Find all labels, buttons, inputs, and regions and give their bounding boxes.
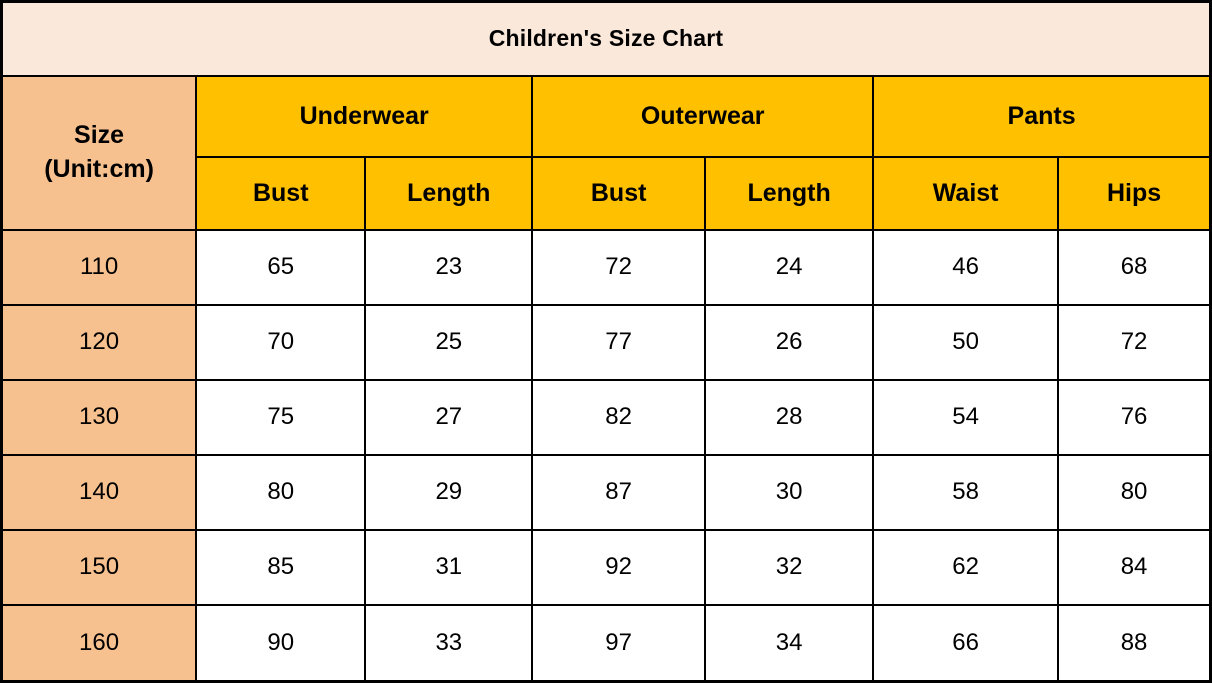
- value-cell: 85: [195, 528, 367, 607]
- group-header-outerwear: Outerwear: [531, 74, 875, 158]
- value-cell: 65: [195, 228, 367, 306]
- value-cell: 80: [195, 453, 367, 531]
- size-cell: 140: [0, 453, 198, 531]
- value-cell: 62: [872, 528, 1060, 607]
- value-cell: 33: [364, 604, 534, 683]
- value-cell: 50: [872, 303, 1060, 381]
- value-cell: 72: [1057, 303, 1212, 381]
- size-cell: 110: [0, 228, 198, 306]
- value-cell: 34: [704, 604, 875, 683]
- value-cell: 76: [1057, 378, 1212, 456]
- group-header-pants: Pants: [872, 74, 1212, 158]
- group-header-row: Size (Unit:cm) Underwear Outerwear Pants: [0, 74, 1212, 231]
- sub-header-underwear-length: Length: [364, 155, 534, 231]
- size-unit-header: Size (Unit:cm): [0, 74, 198, 231]
- value-cell: 87: [531, 453, 707, 531]
- value-cell: 88: [1057, 604, 1212, 683]
- sub-header-outerwear-bust: Bust: [531, 155, 707, 231]
- value-cell: 54: [872, 378, 1060, 456]
- value-cell: 24: [704, 228, 875, 306]
- value-cell: 28: [704, 378, 875, 456]
- value-cell: 77: [531, 303, 707, 381]
- value-cell: 92: [531, 528, 707, 607]
- sub-header-pants-hips: Hips: [1057, 155, 1212, 231]
- value-cell: 58: [872, 453, 1060, 531]
- value-cell: 46: [872, 228, 1060, 306]
- sub-header-pants-waist: Waist: [872, 155, 1060, 231]
- table-row-size-140: 140 80 29 87 30 58 80: [0, 453, 1212, 531]
- value-cell: 80: [1057, 453, 1212, 531]
- value-cell: 32: [704, 528, 875, 607]
- value-cell: 30: [704, 453, 875, 531]
- table-row-size-160: 160 90 33 97 34 66 88: [0, 604, 1212, 683]
- value-cell: 25: [364, 303, 534, 381]
- value-cell: 66: [872, 604, 1060, 683]
- table-row-size-110: 110 65 23 72 24 46 68: [0, 228, 1212, 306]
- value-cell: 90: [195, 604, 367, 683]
- value-cell: 68: [1057, 228, 1212, 306]
- value-cell: 70: [195, 303, 367, 381]
- chart-title: Children's Size Chart: [0, 0, 1212, 77]
- value-cell: 26: [704, 303, 875, 381]
- value-cell: 82: [531, 378, 707, 456]
- value-cell: 75: [195, 378, 367, 456]
- value-cell: 27: [364, 378, 534, 456]
- size-cell: 150: [0, 528, 198, 607]
- sub-header-outerwear-length: Length: [704, 155, 875, 231]
- value-cell: 29: [364, 453, 534, 531]
- table-row-size-120: 120 70 25 77 26 50 72: [0, 303, 1212, 381]
- group-header-underwear: Underwear: [195, 74, 534, 158]
- sub-header-underwear-bust: Bust: [195, 155, 367, 231]
- value-cell: 23: [364, 228, 534, 306]
- sub-header-row: Bust Length Bust Length Waist Hips: [2, 155, 1212, 231]
- value-cell: 31: [364, 528, 534, 607]
- value-cell: 72: [531, 228, 707, 306]
- size-cell: 160: [0, 604, 198, 683]
- table-row-size-150: 150 85 31 92 32 62 84: [0, 528, 1212, 607]
- title-row: Children's Size Chart: [0, 0, 1212, 77]
- table-row-size-130: 130 75 27 82 28 54 76: [0, 378, 1212, 456]
- value-cell: 97: [531, 604, 707, 683]
- size-cell: 120: [0, 303, 198, 381]
- value-cell: 84: [1057, 528, 1212, 607]
- size-cell: 130: [0, 378, 198, 456]
